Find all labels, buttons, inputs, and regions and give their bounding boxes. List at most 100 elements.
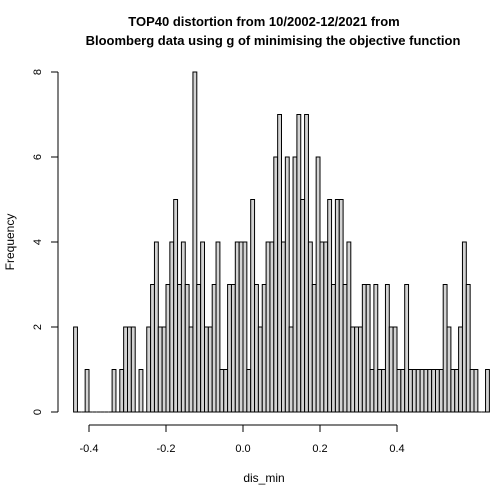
histogram-bar [146, 326, 152, 413]
histogram-bar [227, 284, 232, 413]
histogram-bar [323, 241, 329, 413]
histogram-bar [188, 326, 194, 413]
histogram-bar [465, 284, 471, 413]
histogram-bar [423, 369, 429, 413]
histogram-bar [319, 241, 325, 413]
histogram-bar [435, 369, 440, 413]
x-tick-label: 0.4 [389, 443, 404, 455]
histogram-bar [469, 369, 475, 413]
x-axis: -0.4 -0.2 0.0 0.2 0.4 [80, 424, 405, 455]
histogram-bar [288, 326, 294, 413]
histogram-bar [269, 241, 275, 413]
histogram-bar [130, 326, 136, 413]
histogram-bar [373, 284, 379, 413]
histogram-bar [438, 369, 444, 413]
histogram-bar [273, 156, 279, 413]
histogram-bar [450, 369, 456, 413]
histogram-bar [411, 369, 417, 413]
y-tick-label: 4 [32, 239, 44, 245]
histogram-bar [281, 241, 286, 413]
histogram-bar [153, 241, 159, 413]
histogram-bar [123, 326, 129, 413]
x-tick-label: -0.4 [80, 443, 99, 455]
histogram-bar [296, 114, 302, 413]
histogram-bar [246, 369, 252, 413]
x-tick-label: 0.0 [235, 443, 250, 455]
histogram-bar [265, 241, 271, 413]
histogram-bar [381, 369, 386, 413]
histogram-bar [446, 326, 452, 413]
histogram-bar [219, 369, 225, 413]
histogram-bar [177, 284, 182, 413]
histogram-bar [304, 114, 309, 413]
y-tick-label: 2 [32, 324, 44, 330]
histogram-bar [150, 284, 155, 413]
y-tick-label: 0 [32, 409, 44, 415]
histogram-bar [342, 284, 348, 413]
histogram-bar [215, 241, 221, 413]
histogram-bar [257, 326, 263, 413]
histogram-bar [242, 241, 248, 413]
histogram-bar [127, 326, 132, 413]
histogram-bar [250, 199, 256, 413]
y-axis-label: Frequency [3, 214, 17, 271]
y-tick-label: 6 [32, 154, 44, 160]
y-axis: 0 2 4 6 8 [32, 69, 59, 415]
histogram-bar [358, 326, 363, 413]
histogram-bar [84, 369, 90, 413]
histogram-bar [350, 326, 356, 413]
histogram-bar [277, 114, 282, 413]
histogram-bar [346, 241, 352, 413]
histogram-bar [392, 326, 398, 413]
histogram-bar [419, 369, 425, 413]
histogram-bar [408, 369, 413, 413]
histogram-bar [369, 369, 375, 413]
histogram-bar [400, 369, 406, 413]
histogram-bar [196, 284, 202, 413]
histogram-bar [396, 369, 402, 413]
histogram-bar [354, 326, 359, 413]
histogram-bar [300, 199, 306, 413]
histogram-bar [427, 369, 433, 413]
histogram-bar [388, 326, 394, 413]
histogram-bar [461, 241, 467, 413]
histogram-bar [200, 241, 205, 413]
histogram-bar [473, 369, 479, 413]
histogram-bar [238, 241, 244, 413]
histogram-bar [161, 326, 167, 413]
histogram-bar [284, 156, 290, 413]
histogram-bars [73, 71, 490, 413]
histogram-bar [458, 326, 463, 413]
histogram-bar [485, 369, 490, 413]
histogram-bar [207, 326, 213, 413]
histogram-bar [119, 369, 125, 413]
histogram-bar [338, 199, 344, 413]
chart-title-line-2: Bloomberg data using g of minimising the… [86, 33, 461, 48]
histogram-bar [384, 284, 390, 413]
histogram-bar [292, 156, 298, 413]
histogram-bar [377, 369, 383, 413]
histogram-bar [454, 369, 460, 413]
histogram-bar [442, 284, 448, 413]
histogram-bar [180, 241, 186, 413]
histogram-bar [230, 284, 236, 413]
histogram-bar [111, 369, 117, 413]
histogram-bar [315, 156, 321, 413]
x-axis-label: dis_min [243, 471, 284, 485]
histogram-bar [311, 284, 317, 413]
histogram-bar [165, 284, 171, 413]
histogram-bar [254, 284, 259, 413]
histogram-bar [223, 369, 229, 413]
histogram-bar [334, 199, 340, 413]
histogram-bar [169, 241, 175, 413]
histogram-bar [234, 241, 240, 413]
histogram-bar [157, 326, 163, 413]
histogram-bar [184, 284, 190, 413]
histogram-bar [73, 326, 78, 413]
histogram-bar [415, 369, 421, 413]
y-tick-label: 8 [32, 69, 44, 75]
histogram-bar [404, 284, 410, 413]
histogram-bar [361, 284, 367, 413]
histogram-bar [192, 71, 198, 413]
